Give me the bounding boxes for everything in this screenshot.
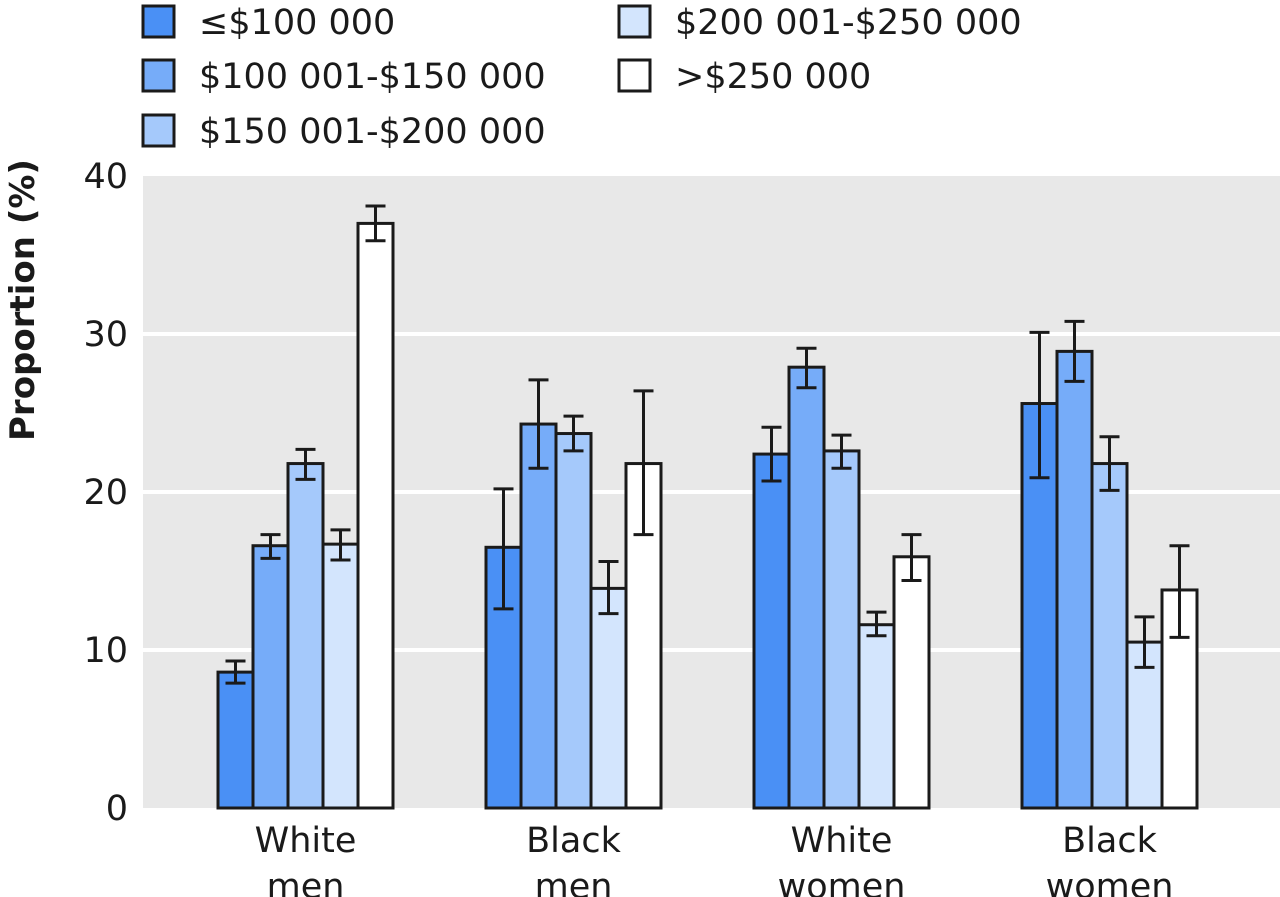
legend-swatch xyxy=(141,58,176,93)
bar xyxy=(519,422,558,810)
x-category-label: Black men xyxy=(526,821,621,897)
bar xyxy=(857,623,896,810)
legend: ≤$100 000 $100 001-$150 000 $150 001-$200 … xyxy=(141,3,1022,152)
y-tick-label: 40 xyxy=(83,157,128,197)
y-axis-ticks: 0 10 20 30 40 xyxy=(83,157,128,829)
bar xyxy=(752,452,791,810)
legend-swatch xyxy=(617,58,652,93)
bar xyxy=(892,555,931,810)
legend-swatch xyxy=(617,4,652,39)
y-axis-title: Proportion (%) xyxy=(3,159,43,441)
bar xyxy=(787,365,826,810)
legend-label: ≤$100 000 xyxy=(199,3,395,43)
y-tick-label: 30 xyxy=(83,315,128,355)
legend-label: $200 001-$250 000 xyxy=(675,3,1022,43)
bar xyxy=(822,449,861,810)
bar xyxy=(1055,349,1094,810)
bar xyxy=(321,542,360,810)
bar xyxy=(286,462,325,810)
x-axis-categories: White men Black men White women Black women xyxy=(255,821,1174,897)
y-tick-label: 0 xyxy=(106,789,128,829)
x-category-label: White women xyxy=(778,821,906,897)
x-category-label: Black women xyxy=(1046,821,1174,897)
bar xyxy=(251,544,290,810)
y-tick-label: 10 xyxy=(83,631,128,671)
legend-swatch xyxy=(141,113,176,148)
legend-label: $100 001-$150 000 xyxy=(199,57,546,97)
y-tick-label: 20 xyxy=(83,473,128,513)
bar xyxy=(216,670,255,810)
bar xyxy=(356,221,395,810)
x-category-label: White men xyxy=(255,821,357,897)
error-bars xyxy=(225,204,1190,685)
legend-swatch xyxy=(141,4,176,39)
legend-label: >$250 000 xyxy=(675,57,871,97)
bar xyxy=(589,586,628,810)
bar xyxy=(554,432,593,810)
legend-label: $150 001-$200 000 xyxy=(199,112,546,152)
bar xyxy=(1090,462,1129,810)
